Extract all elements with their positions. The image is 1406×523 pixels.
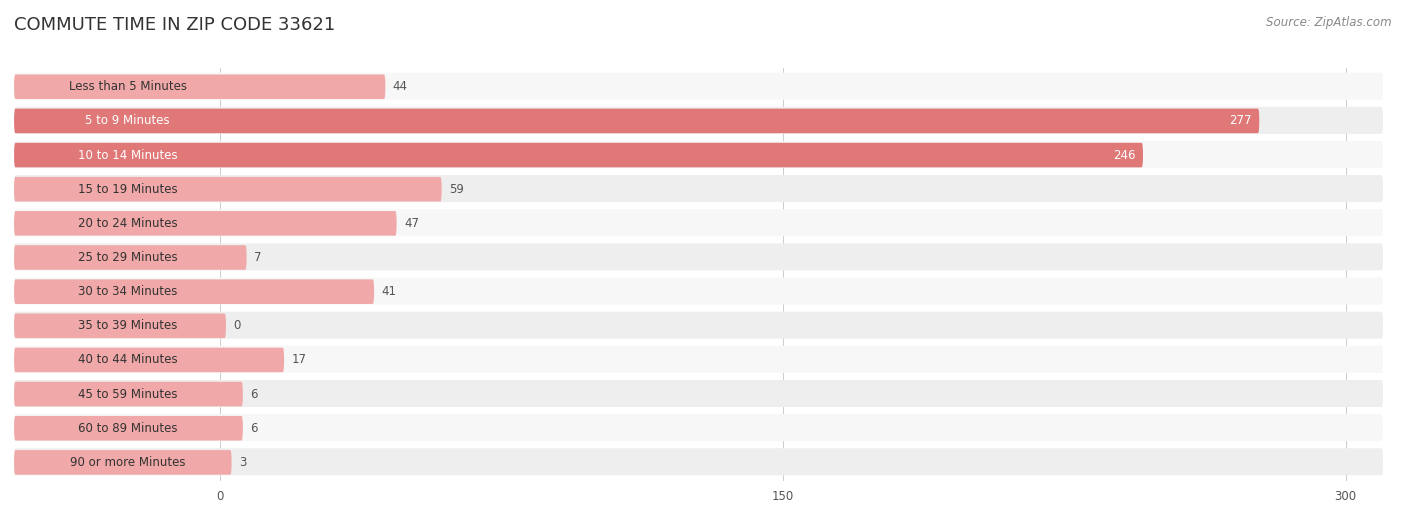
Text: Less than 5 Minutes: Less than 5 Minutes: [69, 80, 187, 93]
Text: 47: 47: [404, 217, 419, 230]
FancyBboxPatch shape: [14, 380, 1384, 407]
Text: 41: 41: [381, 285, 396, 298]
FancyBboxPatch shape: [14, 107, 1384, 134]
Text: 90 or more Minutes: 90 or more Minutes: [70, 456, 186, 469]
Text: 59: 59: [449, 183, 464, 196]
Text: 246: 246: [1114, 149, 1136, 162]
FancyBboxPatch shape: [14, 211, 396, 236]
FancyBboxPatch shape: [14, 382, 243, 406]
FancyBboxPatch shape: [14, 73, 1384, 100]
FancyBboxPatch shape: [14, 109, 1260, 133]
Text: 20 to 24 Minutes: 20 to 24 Minutes: [77, 217, 177, 230]
FancyBboxPatch shape: [14, 177, 441, 201]
FancyBboxPatch shape: [14, 209, 1384, 236]
FancyBboxPatch shape: [14, 416, 243, 440]
Text: 40 to 44 Minutes: 40 to 44 Minutes: [77, 354, 177, 367]
FancyBboxPatch shape: [14, 448, 1384, 475]
Text: 60 to 89 Minutes: 60 to 89 Minutes: [77, 422, 177, 435]
FancyBboxPatch shape: [14, 175, 1384, 202]
FancyBboxPatch shape: [14, 143, 1143, 167]
Text: COMMUTE TIME IN ZIP CODE 33621: COMMUTE TIME IN ZIP CODE 33621: [14, 16, 335, 33]
Text: Source: ZipAtlas.com: Source: ZipAtlas.com: [1267, 16, 1392, 29]
FancyBboxPatch shape: [14, 414, 1384, 441]
Text: 35 to 39 Minutes: 35 to 39 Minutes: [77, 320, 177, 332]
Text: 45 to 59 Minutes: 45 to 59 Minutes: [77, 388, 177, 401]
FancyBboxPatch shape: [14, 348, 284, 372]
FancyBboxPatch shape: [14, 279, 374, 304]
FancyBboxPatch shape: [14, 141, 1384, 168]
Text: 3: 3: [239, 456, 246, 469]
FancyBboxPatch shape: [14, 313, 226, 338]
FancyBboxPatch shape: [14, 243, 1384, 270]
Text: 277: 277: [1229, 115, 1251, 128]
Text: 6: 6: [250, 422, 257, 435]
FancyBboxPatch shape: [14, 450, 232, 475]
FancyBboxPatch shape: [14, 278, 1384, 304]
Text: 15 to 19 Minutes: 15 to 19 Minutes: [77, 183, 177, 196]
FancyBboxPatch shape: [14, 346, 1384, 373]
Text: 7: 7: [254, 251, 262, 264]
Text: 30 to 34 Minutes: 30 to 34 Minutes: [77, 285, 177, 298]
Text: 10 to 14 Minutes: 10 to 14 Minutes: [77, 149, 177, 162]
Text: 5 to 9 Minutes: 5 to 9 Minutes: [86, 115, 170, 128]
FancyBboxPatch shape: [14, 245, 246, 270]
Text: 17: 17: [291, 354, 307, 367]
FancyBboxPatch shape: [14, 312, 1384, 339]
Text: 0: 0: [233, 320, 240, 332]
FancyBboxPatch shape: [14, 74, 385, 99]
Text: 25 to 29 Minutes: 25 to 29 Minutes: [77, 251, 177, 264]
Text: 6: 6: [250, 388, 257, 401]
Text: 44: 44: [392, 80, 408, 93]
